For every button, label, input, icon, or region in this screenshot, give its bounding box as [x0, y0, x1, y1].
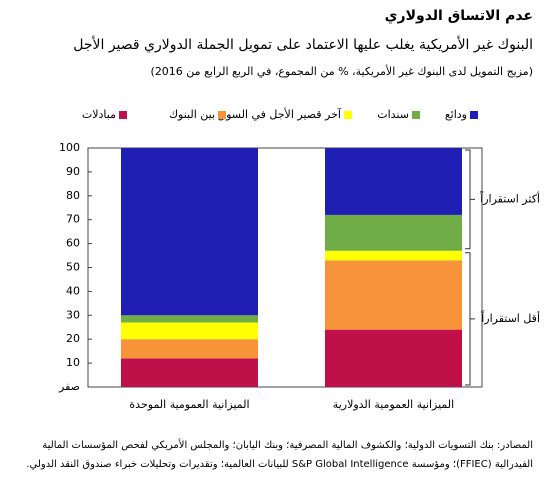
- y-tick-label: 80: [66, 189, 80, 202]
- legend-swatch: [412, 111, 420, 119]
- y-tick-label: 10: [66, 356, 80, 369]
- y-tick-label: 40: [66, 284, 80, 297]
- chart: صفر 10 20 30 40 50 60 70 80 90 100 الميزانية العموم…: [58, 107, 540, 411]
- bar-segment: [121, 315, 258, 323]
- bar-segment: [325, 214, 462, 251]
- y-tick-label: 90: [66, 165, 80, 178]
- legend-swatch: [119, 111, 127, 119]
- legend-label: سندات: [377, 108, 409, 121]
- legend-swatch: [344, 111, 352, 119]
- source-note: المصادر: بنك التسويات الدولية؛ والكشوف ا…: [26, 440, 533, 470]
- y-tick-label: صفر: [58, 380, 80, 393]
- bar-segment: [325, 260, 462, 330]
- x-tick-label: الميزانية العمومية الدولارية: [333, 398, 454, 411]
- legend-label: مبادلات: [82, 108, 116, 121]
- bracket: [465, 252, 475, 386]
- legend-swatch: [218, 111, 226, 119]
- bar-segment: [121, 322, 258, 340]
- chart-note: (مزيج التمويل لدى البنوك غير الأمريكية، …: [150, 65, 533, 78]
- chart-subtitle: البنوك غير الأمريكية يغلب عليها الاعتماد…: [73, 37, 533, 53]
- y-tick-label: 60: [66, 237, 80, 250]
- bar-segment: [325, 148, 462, 215]
- y-tick-label: 70: [66, 213, 80, 226]
- bar-segment: [121, 148, 258, 316]
- legend-swatch: [470, 111, 478, 119]
- legend-label: ودائع: [445, 108, 467, 121]
- annotation: أقل استقراراً: [481, 309, 540, 324]
- bar-segment: [325, 250, 462, 261]
- y-tick-label: 100: [59, 141, 80, 154]
- legend-label: بين البنوك: [169, 108, 215, 121]
- bracket: [465, 149, 475, 250]
- bar-segment: [121, 358, 258, 387]
- legend-label: آخر قصير الأجل في السوق: [218, 107, 342, 121]
- y-tick-label: 30: [66, 308, 80, 321]
- annotation: أكثر استقراراً: [480, 190, 540, 205]
- bar-segment: [121, 339, 258, 359]
- y-tick-label: 50: [66, 261, 80, 274]
- y-tick-label: 20: [66, 332, 80, 345]
- chart-title: عدم الاتساق الدولاري: [384, 8, 533, 24]
- x-tick-label: الميزانية العمومية الموحدة: [129, 398, 249, 411]
- bar-segment: [325, 329, 462, 387]
